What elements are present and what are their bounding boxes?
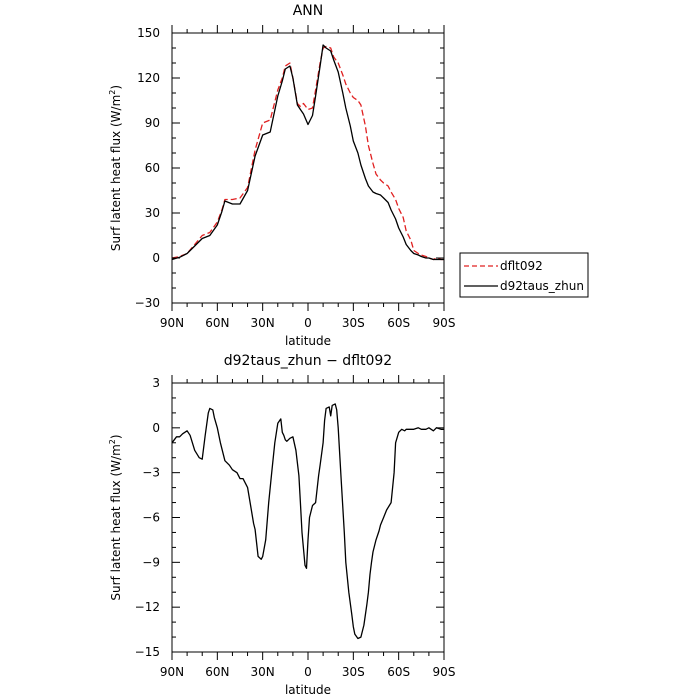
bottom-y-axis-label: Surf latent heat flux (W/m2) <box>108 434 123 600</box>
top-chart-title: ANN <box>293 3 324 19</box>
bottom-y-ticks: −15 −12 −9 −6 −3 0 3 <box>135 376 444 659</box>
bottom-y-tick-label: 0 <box>152 421 160 435</box>
top-y-axis-label-main: Surf latent heat flux (W/m <box>109 95 123 251</box>
bottom-y-axis-label-main: Surf latent heat flux (W/m <box>109 444 123 600</box>
bottom-y-tick-label: −6 <box>142 511 160 525</box>
top-x-tick-label: 90S <box>433 316 456 330</box>
bottom-x-tick-label: 30S <box>342 665 365 679</box>
top-x-tick-label: 60N <box>205 316 229 330</box>
bottom-x-tick-label: 0 <box>304 665 312 679</box>
top-plot-area <box>171 44 444 261</box>
bottom-x-tick-label: 90S <box>433 665 456 679</box>
top-y-tick-label: 0 <box>152 251 160 265</box>
top-y-axis-label: Surf latent heat flux (W/m2) <box>108 85 123 251</box>
top-y-axis-label-sup: 2 <box>108 90 117 95</box>
bottom-x-axis-label: latitude <box>285 683 331 697</box>
bottom-y-axis-label-sup: 2 <box>108 439 117 444</box>
bottom-plot-area <box>171 403 444 640</box>
top-x-tick-label: 0 <box>304 316 312 330</box>
top-x-axis-label: latitude <box>285 334 331 348</box>
bottom-series-line-1 <box>171 403 444 640</box>
bottom-y-tick-label: −9 <box>142 555 160 569</box>
legend-box <box>459 252 589 298</box>
top-x-tick-label: 60S <box>387 316 410 330</box>
bottom-y-tick-label: 3 <box>152 376 160 390</box>
top-x-tick-label: 90N <box>160 316 184 330</box>
bottom-plot-frame <box>171 382 445 653</box>
bottom-y-tick-label: −12 <box>135 600 160 614</box>
legend-label-d92taus-zhun: d92taus_zhun <box>500 279 584 293</box>
bottom-panel: d92taus_zhun − dflt092 −15 −12 −9 −6 −3 0 3 90… <box>108 353 455 697</box>
top-y-tick-label: 30 <box>145 206 160 220</box>
bottom-y-tick-label: −3 <box>142 466 160 480</box>
top-y-axis-label-close: ) <box>109 85 123 90</box>
bottom-x-tick-label: 30N <box>251 665 275 679</box>
legend-label-dflt092: dflt092 <box>500 259 543 273</box>
top-y-tick-label: 120 <box>137 71 160 85</box>
top-x-tick-label: 30S <box>342 316 365 330</box>
top-x-tick-label: 30N <box>251 316 275 330</box>
top-series-line-dflt092 <box>171 45 444 261</box>
bottom-x-tick-label: 60N <box>205 665 229 679</box>
top-y-tick-label: 90 <box>145 116 160 130</box>
top-x-ticks: 90N 60N 30N 0 30S 60S 90S <box>160 25 456 330</box>
bottom-x-ticks: 90N 60N 30N 0 30S 60S 90S <box>160 375 456 679</box>
top-plot-frame <box>171 32 445 304</box>
top-y-ticks: −30 0 30 60 90 120 150 <box>135 26 444 310</box>
top-y-tick-label: 150 <box>137 26 160 40</box>
bottom-y-axis-label-close: ) <box>109 434 123 439</box>
bottom-x-tick-label: 90N <box>160 665 184 679</box>
top-y-tick-label: −30 <box>135 296 160 310</box>
top-series-line-d92taus-zhun <box>171 44 444 261</box>
bottom-chart-title: d92taus_zhun − dflt092 <box>224 353 392 369</box>
legend: dflt092 d92taus_zhun <box>459 252 589 298</box>
bottom-y-tick-label: −15 <box>135 645 160 659</box>
bottom-x-tick-label: 60S <box>387 665 410 679</box>
top-y-tick-label: 60 <box>145 161 160 175</box>
top-panel: ANN −30 0 30 60 90 120 150 90N 60N 30N 0 30S 60S 90S… <box>108 3 589 348</box>
